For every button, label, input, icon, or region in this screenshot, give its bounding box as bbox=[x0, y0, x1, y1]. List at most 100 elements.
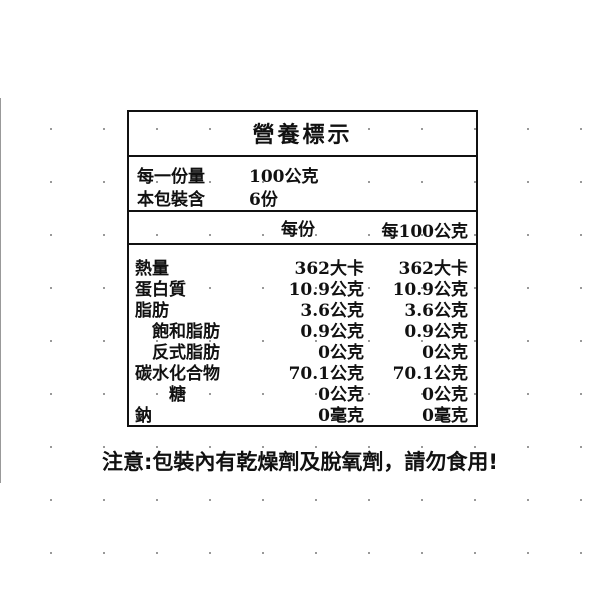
dot bbox=[474, 446, 476, 448]
dot bbox=[209, 287, 211, 289]
nutrient-name: 蛋白質 bbox=[135, 280, 186, 300]
dot bbox=[580, 234, 582, 236]
nutrient-name: 脂肪 bbox=[135, 301, 169, 321]
dot bbox=[527, 181, 529, 183]
dot bbox=[474, 499, 476, 501]
dot bbox=[156, 446, 158, 448]
dot bbox=[103, 234, 105, 236]
dot bbox=[209, 393, 211, 395]
dot bbox=[315, 287, 317, 289]
dot bbox=[103, 340, 105, 342]
nutrient-name: 反式脂肪 bbox=[152, 343, 220, 363]
dot bbox=[527, 234, 529, 236]
dot bbox=[103, 446, 105, 448]
dot bbox=[421, 499, 423, 501]
dot bbox=[262, 181, 264, 183]
divider bbox=[129, 243, 476, 245]
dot bbox=[368, 446, 370, 448]
per-100g: 10.9公克 bbox=[392, 280, 468, 300]
nutrition-label: 營養標示 每一份量 100公克 本包裝含 6份 每份 每100公克 熱量 362大… bbox=[127, 110, 478, 427]
dot bbox=[209, 234, 211, 236]
dot bbox=[421, 446, 423, 448]
dot bbox=[209, 181, 211, 183]
dot bbox=[580, 552, 582, 554]
dot bbox=[209, 340, 211, 342]
dot bbox=[315, 234, 317, 236]
column-header: 每份 bbox=[281, 220, 315, 240]
edge-line bbox=[0, 98, 1, 483]
dot bbox=[103, 499, 105, 501]
notice: 注意:包裝內有乾燥劑及脫氧劑，請勿食用! bbox=[102, 450, 498, 474]
dot bbox=[209, 446, 211, 448]
dot bbox=[527, 393, 529, 395]
dot bbox=[262, 128, 264, 130]
per-serving: 0公克 bbox=[318, 343, 364, 363]
dot bbox=[368, 340, 370, 342]
dot bbox=[156, 499, 158, 501]
dot bbox=[103, 393, 105, 395]
dot bbox=[156, 234, 158, 236]
per-100g: 362大卡 bbox=[398, 259, 469, 279]
label-title: 營養標示 bbox=[252, 122, 353, 148]
dot bbox=[580, 287, 582, 289]
dot bbox=[421, 393, 423, 395]
dot bbox=[368, 393, 370, 395]
dot bbox=[315, 499, 317, 501]
dot bbox=[421, 287, 423, 289]
per-serving: 10.9公克 bbox=[288, 280, 364, 300]
dot bbox=[209, 128, 211, 130]
dot bbox=[315, 552, 317, 554]
dot bbox=[156, 181, 158, 183]
dot bbox=[527, 552, 529, 554]
dot bbox=[421, 340, 423, 342]
dot bbox=[580, 499, 582, 501]
dot bbox=[156, 552, 158, 554]
dot bbox=[527, 499, 529, 501]
dot bbox=[50, 340, 52, 342]
dot bbox=[156, 340, 158, 342]
dot bbox=[262, 552, 264, 554]
dot bbox=[474, 287, 476, 289]
per-serving: 3.6公克 bbox=[300, 301, 364, 321]
per-100g: 70.1公克 bbox=[392, 364, 468, 384]
dot bbox=[474, 340, 476, 342]
dot bbox=[50, 128, 52, 130]
per-100g: 3.6公克 bbox=[404, 301, 468, 321]
dot bbox=[50, 234, 52, 236]
servings: 6份 bbox=[249, 190, 278, 210]
dot bbox=[262, 393, 264, 395]
nutrient-name: 鈉 bbox=[135, 406, 152, 426]
dot bbox=[50, 181, 52, 183]
dot bbox=[580, 128, 582, 130]
dot bbox=[262, 340, 264, 342]
dot bbox=[315, 393, 317, 395]
dot bbox=[580, 181, 582, 183]
dot bbox=[50, 393, 52, 395]
per-serving: 0毫克 bbox=[318, 406, 364, 426]
dot bbox=[50, 446, 52, 448]
divider bbox=[129, 155, 476, 157]
nutrient-name: 熱量 bbox=[135, 259, 169, 279]
dot bbox=[368, 181, 370, 183]
dot bbox=[315, 446, 317, 448]
dot bbox=[156, 128, 158, 130]
dot bbox=[421, 234, 423, 236]
dot bbox=[527, 340, 529, 342]
dot bbox=[262, 499, 264, 501]
dot bbox=[421, 181, 423, 183]
dot bbox=[474, 128, 476, 130]
dot bbox=[527, 128, 529, 130]
dot bbox=[262, 287, 264, 289]
dot bbox=[368, 499, 370, 501]
per-serving: 70.1公克 bbox=[288, 364, 364, 384]
per-serving: 0.9公克 bbox=[300, 322, 364, 342]
dot bbox=[209, 552, 211, 554]
dot bbox=[474, 181, 476, 183]
dot bbox=[50, 552, 52, 554]
divider bbox=[129, 210, 476, 212]
per-100g: 0公克 bbox=[422, 343, 468, 363]
dot bbox=[580, 393, 582, 395]
column-header: 每100公克 bbox=[381, 222, 469, 242]
dot bbox=[368, 128, 370, 130]
